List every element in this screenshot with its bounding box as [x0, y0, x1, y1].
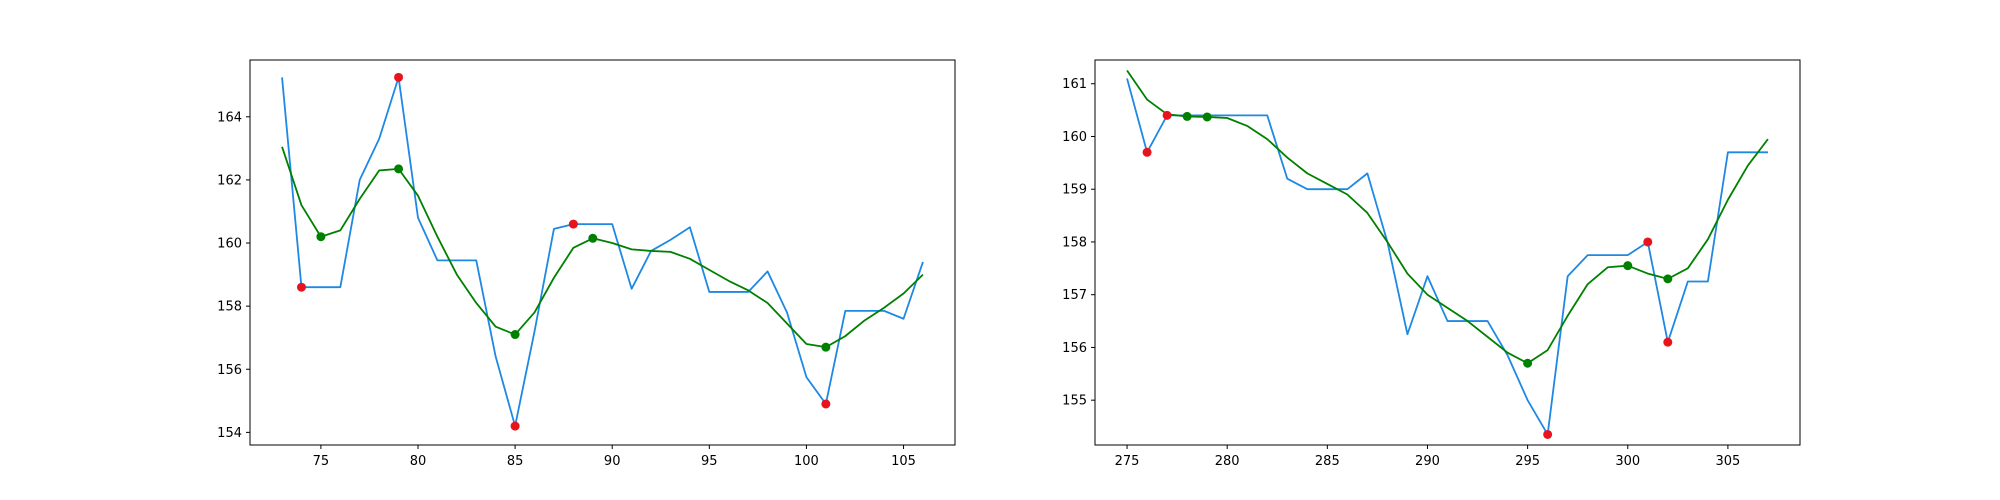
raw-extremum-point: [1162, 110, 1172, 120]
y-tick-label: 156: [1062, 341, 1087, 356]
y-tick-label: 158: [1062, 235, 1087, 250]
smoothed-series-line: [1126, 70, 1769, 365]
x-tick-label: 105: [891, 454, 916, 469]
x-tick-label: 75: [313, 454, 330, 469]
y-tick-label: 160: [1062, 130, 1087, 145]
raw-extremum-point: [510, 421, 520, 431]
raw-extremum-point: [1663, 337, 1673, 347]
x-tick-label: 85: [507, 454, 524, 469]
x-tick-label: 295: [1515, 454, 1540, 469]
raw-extremum-point: [1142, 147, 1152, 157]
y-tick-label: 164: [217, 110, 242, 125]
y-tick-label: 154: [217, 426, 242, 441]
x-tick-label: 100: [794, 454, 819, 469]
smoothed-extremum-point: [510, 330, 520, 340]
smoothed-extremum-point: [821, 342, 831, 352]
smoothed-series-line: [281, 146, 924, 349]
smoothed-extremum-point: [394, 164, 404, 174]
smoothed-extremum-point: [1202, 112, 1212, 122]
y-tick-label: 155: [1062, 394, 1087, 409]
left-chart: 75 80 85 90 95 100 105 154 156 158 160 162 164: [217, 59, 956, 469]
raw-extremum-point: [1643, 237, 1653, 247]
raw-extremum-point: [1543, 429, 1553, 439]
y-tick-label: 160: [217, 237, 242, 252]
y-tick-label: 159: [1062, 183, 1087, 198]
raw-extremum-point: [394, 72, 404, 82]
x-tick-label: 290: [1415, 454, 1440, 469]
axes-frame: [249, 59, 956, 446]
raw-extremum-point: [568, 219, 578, 229]
x-tick-label: 285: [1315, 454, 1340, 469]
x-tick-label: 90: [604, 454, 621, 469]
y-tick-label: 161: [1062, 77, 1087, 92]
smoothed-extremum-point: [1663, 274, 1673, 284]
x-tick-label: 95: [701, 454, 718, 469]
raw-series-line: [281, 76, 924, 427]
smoothed-extremum-point: [1623, 261, 1633, 271]
x-tick-label: 305: [1715, 454, 1740, 469]
x-tick-label: 300: [1615, 454, 1640, 469]
axes-frame: [1094, 59, 1801, 446]
raw-series-line: [1126, 78, 1768, 436]
smoothed-extremum-point: [316, 232, 326, 242]
y-tick-label: 162: [217, 173, 242, 188]
y-tick-label: 157: [1062, 288, 1087, 303]
right-chart: 275 280 285 290 295 300 305 155 156 157 158 159 160 1…: [1062, 59, 1801, 469]
raw-extremum-point: [821, 399, 831, 409]
y-tick-label: 156: [217, 363, 242, 378]
smoothed-extremum-point: [1182, 111, 1192, 121]
raw-extremum-point: [296, 282, 306, 292]
y-tick-label: 158: [217, 300, 242, 315]
smoothed-extremum-point: [588, 233, 598, 243]
x-tick-label: 280: [1215, 454, 1240, 469]
x-tick-label: 275: [1115, 454, 1140, 469]
x-tick-label: 80: [410, 454, 427, 469]
smoothed-extremum-point: [1523, 358, 1533, 368]
